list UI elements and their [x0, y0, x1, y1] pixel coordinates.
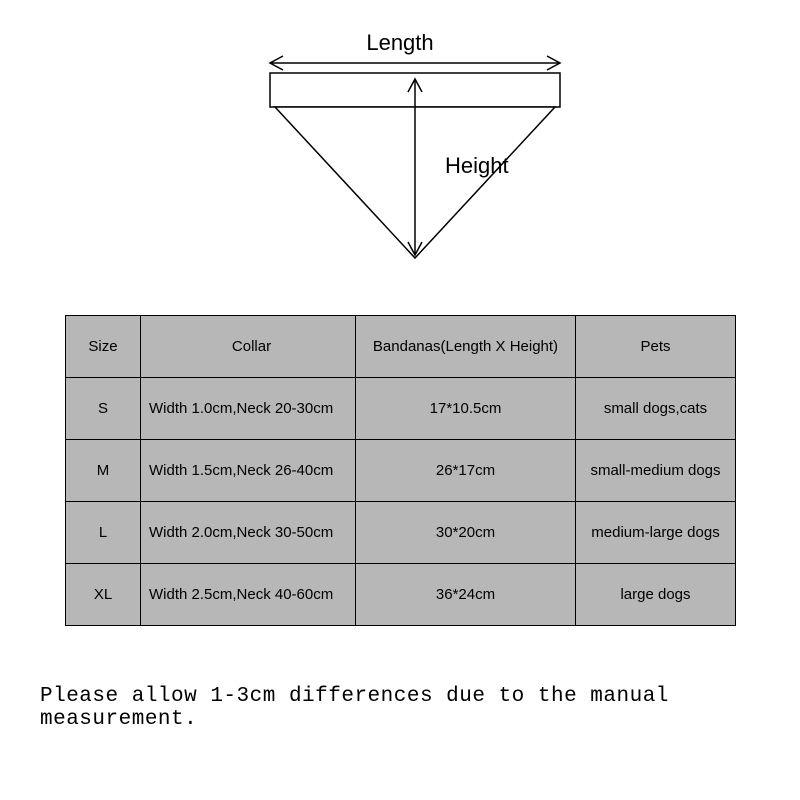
- bandana-diagram: Length Height: [0, 25, 800, 305]
- col-header-pets: Pets: [576, 316, 736, 378]
- cell-bandanas: 30*20cm: [356, 502, 576, 564]
- cell-size: L: [66, 502, 141, 564]
- height-label: Height: [445, 153, 509, 179]
- cell-bandanas: 26*17cm: [356, 440, 576, 502]
- cell-collar: Width 2.0cm,Neck 30-50cm: [141, 502, 356, 564]
- cell-pets: small dogs,cats: [576, 378, 736, 440]
- table-row: M Width 1.5cm,Neck 26-40cm 26*17cm small…: [66, 440, 736, 502]
- cell-size: XL: [66, 564, 141, 626]
- cell-pets: small-medium dogs: [576, 440, 736, 502]
- table-row: XL Width 2.5cm,Neck 40-60cm 36*24cm larg…: [66, 564, 736, 626]
- table-header-row: Size Collar Bandanas(Length X Height) Pe…: [66, 316, 736, 378]
- cell-pets: large dogs: [576, 564, 736, 626]
- cell-collar: Width 1.5cm,Neck 26-40cm: [141, 440, 356, 502]
- sizing-table: Size Collar Bandanas(Length X Height) Pe…: [65, 315, 736, 626]
- cell-collar: Width 2.5cm,Neck 40-60cm: [141, 564, 356, 626]
- length-label: Length: [366, 30, 433, 56]
- col-header-collar: Collar: [141, 316, 356, 378]
- col-header-bandanas: Bandanas(Length X Height): [356, 316, 576, 378]
- measurement-note: Please allow 1-3cm differences due to th…: [40, 685, 800, 731]
- table-row: S Width 1.0cm,Neck 20-30cm 17*10.5cm sma…: [66, 378, 736, 440]
- cell-pets: medium-large dogs: [576, 502, 736, 564]
- cell-size: S: [66, 378, 141, 440]
- col-header-size: Size: [66, 316, 141, 378]
- bandana-diagram-svg: [255, 25, 575, 285]
- table-row: L Width 2.0cm,Neck 30-50cm 30*20cm mediu…: [66, 502, 736, 564]
- cell-collar: Width 1.0cm,Neck 20-30cm: [141, 378, 356, 440]
- cell-bandanas: 17*10.5cm: [356, 378, 576, 440]
- cell-size: M: [66, 440, 141, 502]
- cell-bandanas: 36*24cm: [356, 564, 576, 626]
